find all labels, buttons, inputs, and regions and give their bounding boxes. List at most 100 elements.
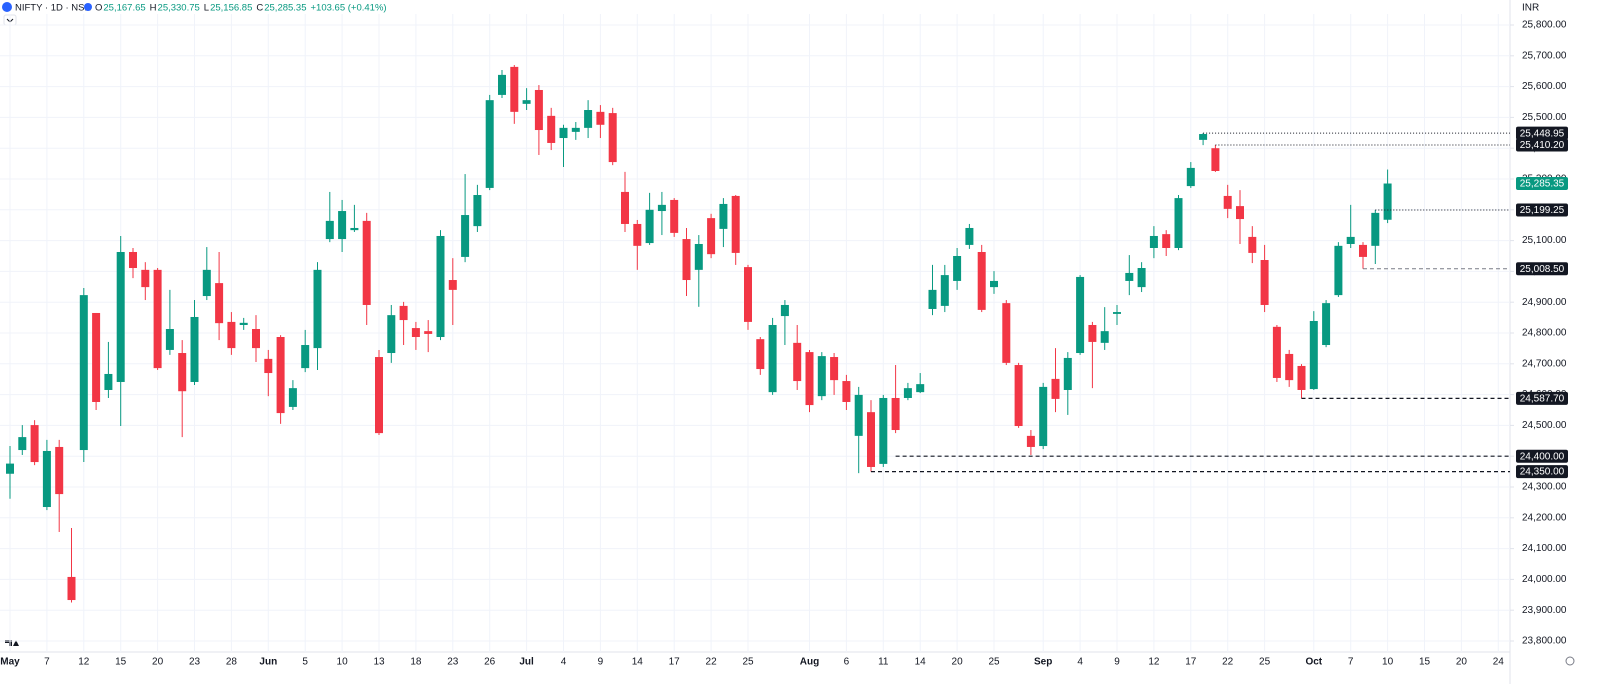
candle-body (547, 115, 556, 143)
price-label-box (1516, 138, 1568, 152)
candle-body (264, 358, 273, 374)
price-label-box (1516, 465, 1568, 479)
candle-body (719, 203, 728, 229)
candle-body (1039, 386, 1048, 447)
candle-body (1125, 272, 1134, 281)
x-tick-label: 4 (561, 657, 567, 668)
currency[interactable]: INR (1522, 3, 1539, 14)
candle-body (805, 352, 814, 406)
candle-body (928, 289, 937, 309)
x-tick-label: Jul (519, 657, 534, 668)
ohlc-value: 25,330.75 (158, 3, 200, 14)
candle-body (1383, 183, 1392, 220)
y-tick-label: 25,600.00 (1522, 81, 1567, 92)
candle-body (1236, 206, 1244, 220)
y-tick-label: 23,900.00 (1522, 605, 1567, 616)
price-label: 24,400.00 (1520, 451, 1565, 462)
candle-body (276, 337, 285, 414)
candle-body (227, 321, 236, 349)
x-tick-label: 26 (484, 657, 496, 668)
candle-body (461, 215, 470, 257)
candle-body (153, 269, 162, 369)
x-tick-label: 23 (447, 657, 459, 668)
candle-body (780, 304, 789, 317)
candle-body (375, 357, 383, 434)
price-label: 24,587.70 (1520, 394, 1565, 405)
x-tick-label: 9 (1114, 657, 1120, 668)
candle-body (55, 446, 64, 495)
candle-body (288, 388, 297, 407)
price-label-box (1516, 391, 1568, 405)
candle-body (965, 227, 974, 245)
candle-body (190, 316, 199, 382)
y-tick-label: 24,300.00 (1522, 482, 1567, 493)
x-tick-label: 25 (1259, 657, 1271, 668)
candle-body (92, 312, 101, 402)
x-tick-label: Jun (259, 657, 277, 668)
x-tick-label: 20 (952, 657, 964, 668)
candle-body (1285, 353, 1294, 381)
x-tick-label: 18 (410, 657, 422, 668)
candle-body (1272, 326, 1281, 378)
price-label-box (1516, 126, 1568, 140)
candle-body (891, 397, 900, 431)
candle-body (498, 74, 506, 95)
y-tick-label: 23,800.00 (1522, 636, 1567, 647)
candle-body (202, 269, 211, 297)
ohlc-key: C (256, 3, 263, 14)
price-label: 25,410.20 (1520, 140, 1565, 151)
price-label: 25,448.95 (1520, 128, 1565, 139)
x-tick-label: 10 (1382, 657, 1394, 668)
symbol[interactable]: NIFTY · 1D · NSE (15, 3, 91, 14)
x-tick-label: 17 (1185, 657, 1197, 668)
ohlc-key: L (204, 3, 209, 14)
candle-body (940, 275, 949, 306)
candle-body (129, 251, 137, 269)
candle-body (338, 211, 347, 240)
price-label-box (1516, 177, 1568, 191)
x-tick-label: 17 (669, 657, 681, 668)
candle-body (1100, 331, 1109, 343)
plot: 23,800.00 23,900.00 24,000.00 24,100.00 24,2… (0, 14, 1568, 668)
x-tick-label: May (0, 657, 20, 668)
candle-body (362, 220, 371, 305)
candle-body (990, 280, 998, 288)
x-tick-label: 12 (1148, 657, 1160, 668)
y-tick-label: 24,500.00 (1522, 420, 1567, 431)
candle-body (30, 425, 39, 463)
candle-body (1322, 303, 1331, 346)
x-tick-label: 25 (988, 657, 1000, 668)
candle-body (571, 127, 580, 132)
candle-body (424, 331, 433, 334)
x-tick-label: Aug (800, 657, 819, 668)
x-tick-label: 9 (598, 657, 604, 668)
x-tick-label: 14 (632, 657, 644, 668)
candle-body (79, 295, 88, 451)
candle-body (534, 89, 543, 131)
x-tick-label: 23 (189, 657, 201, 668)
candle-body (1162, 234, 1171, 248)
symbol-icon (2, 2, 12, 12)
candle-body (854, 394, 863, 436)
x-tick-label: 28 (226, 657, 238, 668)
y-tick-label: 25,800.00 (1522, 20, 1567, 31)
candle-body (510, 66, 519, 112)
candle-body (1371, 212, 1380, 246)
candle-body (1014, 365, 1023, 427)
candle-body (399, 305, 408, 321)
settings-icon[interactable] (1565, 656, 1575, 666)
candle-body (1088, 324, 1097, 342)
x-tick-label: 25 (742, 657, 754, 668)
price-label: 25,199.25 (1520, 205, 1565, 216)
candle-body (1174, 198, 1183, 248)
x-tick-label: 7 (44, 657, 50, 668)
x-tick-label: 5 (302, 657, 308, 668)
candle-body (1113, 312, 1121, 314)
candle-body (953, 256, 962, 281)
price-label: 25,008.50 (1520, 264, 1565, 275)
candle-body (6, 463, 14, 474)
candle-body (1248, 236, 1257, 253)
